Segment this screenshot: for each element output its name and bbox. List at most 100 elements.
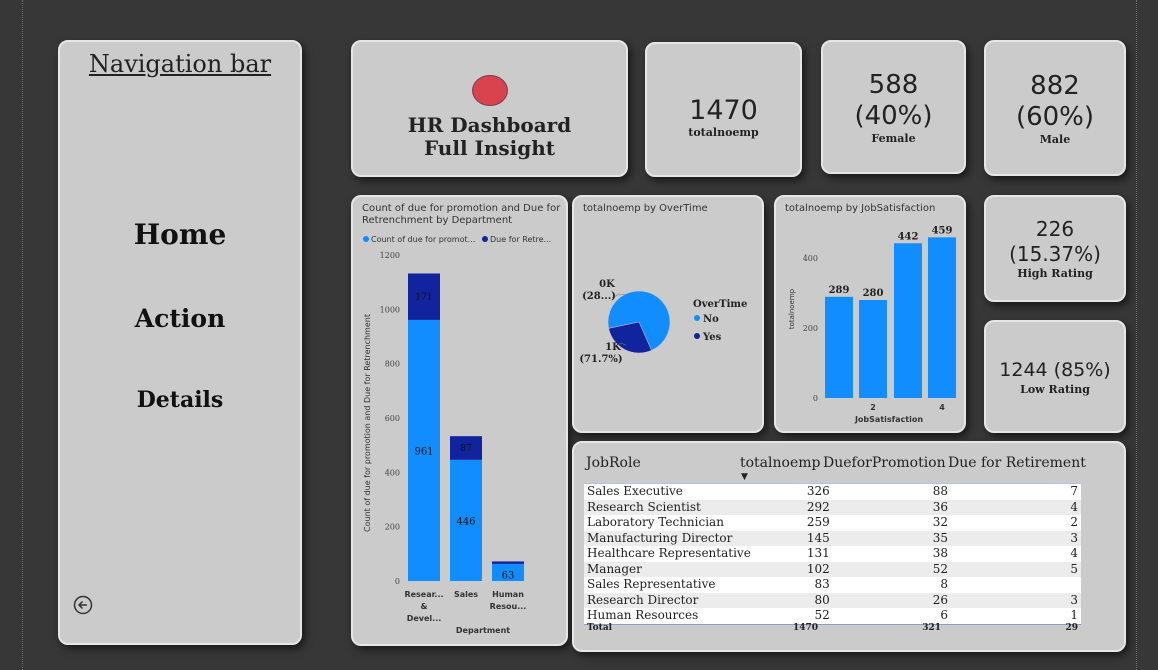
overtime-chart-card: totalnoemp by OverTime 0K (28...) 1K (71.7%… (572, 195, 764, 433)
bar-jobsatisfaction[interactable] (928, 237, 956, 398)
cell-dueforretirement: 5 (950, 561, 1081, 577)
legend-promotion: Count of due for promot... (371, 235, 475, 244)
department-chart-card: Count of due for promotion and Due for R… (351, 195, 568, 646)
x-tick-label: & (421, 602, 428, 611)
bar-promotion[interactable] (408, 319, 440, 581)
total-label: Total (587, 623, 613, 633)
bar-retrenchment[interactable] (492, 561, 524, 564)
bar-promotion[interactable] (450, 459, 482, 581)
cell-totalnoemp: 102 (753, 561, 833, 577)
cell-jobrole: Manufacturing Director (584, 530, 754, 546)
cell-dueforretirement: 2 (950, 515, 1081, 531)
cell-jobrole: Sales Representative (584, 577, 754, 593)
kpi-female: 588 (40%) Female (821, 40, 966, 174)
table-row[interactable]: Human Resources 52 6 1 (584, 608, 1081, 624)
jobrole-table: Sales Executive 326 88 7 Research Scientist 2… (584, 484, 1081, 624)
table-row[interactable]: Research Director 80 26 3 (584, 592, 1081, 608)
table-row[interactable]: Laboratory Technician 259 32 2 (584, 515, 1081, 531)
table-row[interactable]: Healthcare Representative 131 38 4 (584, 546, 1081, 562)
cell-jobrole: Laboratory Technician (584, 515, 754, 531)
table-total-row: Total 1470 321 29 (584, 623, 1081, 637)
y-axis-label: totalnoemp (788, 288, 796, 329)
sort-desc-icon[interactable]: ▼ (741, 472, 748, 482)
cell-dueforretirement (950, 577, 1081, 593)
bar-retrenchment[interactable] (408, 273, 440, 320)
cell-dueforretirement: 4 (950, 546, 1081, 562)
cell-dueforretirement: 3 (950, 530, 1081, 546)
col-header-dueforpromotion[interactable]: DueforPromotion (823, 455, 946, 471)
x-tick-label: Resou... (490, 602, 527, 611)
table-row[interactable]: Sales Representative 83 8 (584, 577, 1081, 593)
cell-dueforretirement: 1 (950, 608, 1081, 624)
table-row[interactable]: Manager 102 52 5 (584, 561, 1081, 577)
cell-dueforpromotion: 32 (832, 515, 951, 531)
x-tick-label: Human (492, 590, 524, 599)
kpi-female-label: Female (871, 131, 916, 145)
x-axis-label: Department (456, 626, 510, 635)
table-header: JobRole totalnoemp ▼ DueforPromotion Due… (586, 455, 1116, 483)
cell-totalnoemp: 80 (753, 592, 833, 608)
dashboard-title-line2: Full Insight (423, 136, 556, 160)
kpi-low-label: Low Rating (1020, 383, 1090, 396)
kpi-male: 882 (60%) Male (984, 40, 1126, 176)
y-tick-label: 600 (385, 414, 400, 423)
total-emp: 1470 (792, 623, 818, 633)
bar-value-label: 280 (863, 288, 884, 299)
y-tick-label: 200 (385, 523, 400, 532)
x-tick-label: 4 (939, 403, 945, 412)
bar-jobsatisfaction[interactable] (859, 300, 887, 398)
cell-jobrole: Research Scientist (584, 499, 754, 515)
kpi-male-pct: (60%) (1015, 101, 1095, 132)
nav-details-button[interactable]: Details (136, 387, 224, 413)
bar-label-promotion: 961 (414, 446, 433, 457)
kpi-high-label: High Rating (1017, 267, 1093, 280)
pie-label-no-value: 1K (605, 342, 621, 353)
pie-label-yes-value: 0K (599, 279, 615, 290)
bar-value-label: 289 (829, 285, 850, 296)
y-axis-label: Count of due for promotion and Due for R… (363, 314, 372, 532)
nav-home-button[interactable]: Home (133, 218, 227, 251)
cell-dueforpromotion: 38 (832, 546, 951, 562)
cell-totalnoemp: 52 (753, 608, 833, 624)
col-header-dueforretirement[interactable]: Due for Retirement (948, 455, 1086, 471)
legend-retrenchment: Due for Retre... (490, 235, 551, 244)
col-header-totalnoemp[interactable]: totalnoemp (740, 455, 821, 471)
kpi-female-pct: (40%) (854, 100, 933, 131)
nav-action-button[interactable]: Action (134, 304, 226, 333)
leader-line (611, 293, 627, 299)
bar-label-promotion: 446 (456, 516, 475, 527)
overtime-chart-title: totalnoemp by OverTime (583, 203, 708, 214)
cell-jobrole: Research Director (584, 592, 754, 608)
cell-jobrole: Manager (584, 561, 754, 577)
pie-slice-no[interactable] (607, 290, 671, 351)
table-body: Sales Executive 326 88 7 Research Scientist 2… (584, 483, 1081, 625)
cell-jobrole: Human Resources (584, 608, 754, 624)
cell-totalnoemp: 83 (753, 577, 833, 593)
bar-jobsatisfaction[interactable] (825, 296, 853, 398)
cell-dueforpromotion: 6 (832, 608, 951, 624)
cell-dueforpromotion: 36 (832, 499, 951, 515)
bar-retrenchment[interactable] (450, 436, 482, 460)
bar-jobsatisfaction[interactable] (894, 243, 922, 398)
table-row[interactable]: Research Scientist 292 36 4 (584, 499, 1081, 515)
y-tick-label: 400 (803, 254, 818, 263)
cell-totalnoemp: 131 (753, 546, 833, 562)
bar-promotion[interactable] (492, 563, 524, 581)
pie-slice-yes[interactable] (608, 321, 652, 354)
total-retirement: 29 (1065, 623, 1078, 633)
jobsatisfaction-bar-chart: 0 200 400 totalnoemp 289 280 2 442 459 4 JobSatisf… (788, 225, 956, 424)
table-row[interactable]: Manufacturing Director 145 35 3 (584, 530, 1081, 546)
back-arrow-icon[interactable] (73, 595, 93, 615)
col-header-jobrole[interactable]: JobRole (586, 455, 641, 471)
table-row[interactable]: Sales Executive 326 88 7 (584, 484, 1081, 500)
legend-marker-no (694, 315, 700, 321)
overtime-pie-chart: 0K(28...) 1K(71.7%) OverTime No Yes (579, 279, 747, 365)
legend-marker-promotion (363, 236, 369, 242)
pie-label-yes-pct: (28...) (582, 291, 616, 302)
cell-dueforpromotion: 88 (832, 484, 951, 500)
cell-jobrole: Healthcare Representative (584, 546, 754, 562)
pie-legend-no: No (703, 314, 719, 325)
kpi-total-label: totalnoemp (688, 125, 759, 139)
legend-marker-retrenchment (482, 236, 488, 242)
x-tick-label: Sales (454, 590, 478, 599)
